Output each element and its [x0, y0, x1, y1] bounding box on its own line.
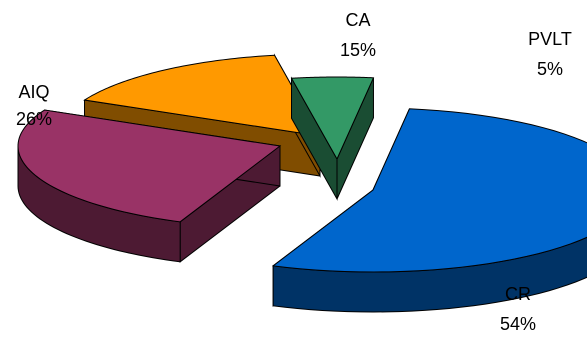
slice-ca — [83, 54, 321, 137]
slice-aiq — [17, 109, 282, 223]
label-aiq: AIQ — [18, 82, 49, 102]
pie-slices — [17, 53, 587, 313]
value-label-pvlt: 5% — [537, 59, 563, 79]
slice-pvlt — [290, 76, 375, 161]
label-cr: CR — [505, 284, 531, 304]
value-label-ca: 15% — [340, 40, 376, 60]
label-pvlt: PVLT — [528, 29, 572, 49]
slice-cr — [271, 108, 587, 273]
value-label-cr: 54% — [500, 314, 536, 334]
label-ca: CA — [345, 10, 370, 30]
value-label-aiq: 26% — [16, 109, 52, 129]
